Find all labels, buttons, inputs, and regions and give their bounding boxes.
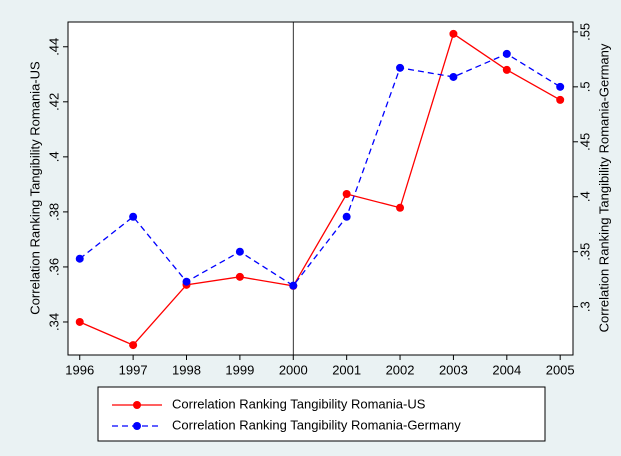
point <box>342 190 351 199</box>
point <box>235 272 244 281</box>
y2-tick-label: .5 <box>577 81 592 92</box>
legend <box>97 386 546 442</box>
point <box>75 254 84 263</box>
y-tick-label: .36 <box>46 258 61 276</box>
y-tick-label: .38 <box>46 203 61 221</box>
y-tick-label: .44 <box>46 38 61 56</box>
x-tick-label: 1999 <box>225 362 254 377</box>
x-tick-label: 2003 <box>439 362 468 377</box>
y2-tick-label: .3 <box>577 301 592 312</box>
point <box>129 341 138 350</box>
x-tick-label: 2000 <box>279 362 308 377</box>
x-tick-label: 2001 <box>332 362 361 377</box>
series-line <box>79 53 561 287</box>
point <box>502 49 511 58</box>
point <box>449 72 458 81</box>
legend-marker <box>133 401 141 409</box>
y2-tick-label: .35 <box>577 243 592 261</box>
legend-label: Correlation Ranking Tangibility Romania-… <box>172 417 461 432</box>
point <box>449 29 458 38</box>
x-tick-label: 2002 <box>386 362 415 377</box>
y2-tick-label: .55 <box>577 23 592 41</box>
point <box>556 82 565 91</box>
plot-area <box>67 21 574 356</box>
x-tick-label: 2004 <box>492 362 521 377</box>
y2-tick-label: .4 <box>577 191 592 202</box>
series-line <box>79 32 561 346</box>
point <box>396 203 405 212</box>
y-tick-label: .34 <box>46 313 61 331</box>
x-tick-label: 1997 <box>119 362 148 377</box>
y2-axis-title: Correlation Ranking Tangibility Romania-… <box>596 43 611 332</box>
x-tick-label: 2005 <box>546 362 575 377</box>
legend-marker <box>133 422 141 430</box>
point <box>129 212 138 221</box>
y-tick-label: .4 <box>46 151 61 162</box>
y-axis-title: Correlation Ranking Tangibility Romania-… <box>27 61 42 315</box>
point <box>396 63 405 72</box>
x-tick-label: 1996 <box>65 362 94 377</box>
point <box>235 247 244 256</box>
y2-tick-label: .45 <box>577 133 592 151</box>
point <box>502 65 511 74</box>
point <box>342 212 351 221</box>
x-tick-label: 1998 <box>172 362 201 377</box>
point <box>289 281 298 290</box>
point <box>182 277 191 286</box>
legend-label: Correlation Ranking Tangibility Romania-… <box>172 396 426 411</box>
point <box>556 95 565 104</box>
point <box>75 317 84 326</box>
y-tick-label: .42 <box>46 93 61 111</box>
